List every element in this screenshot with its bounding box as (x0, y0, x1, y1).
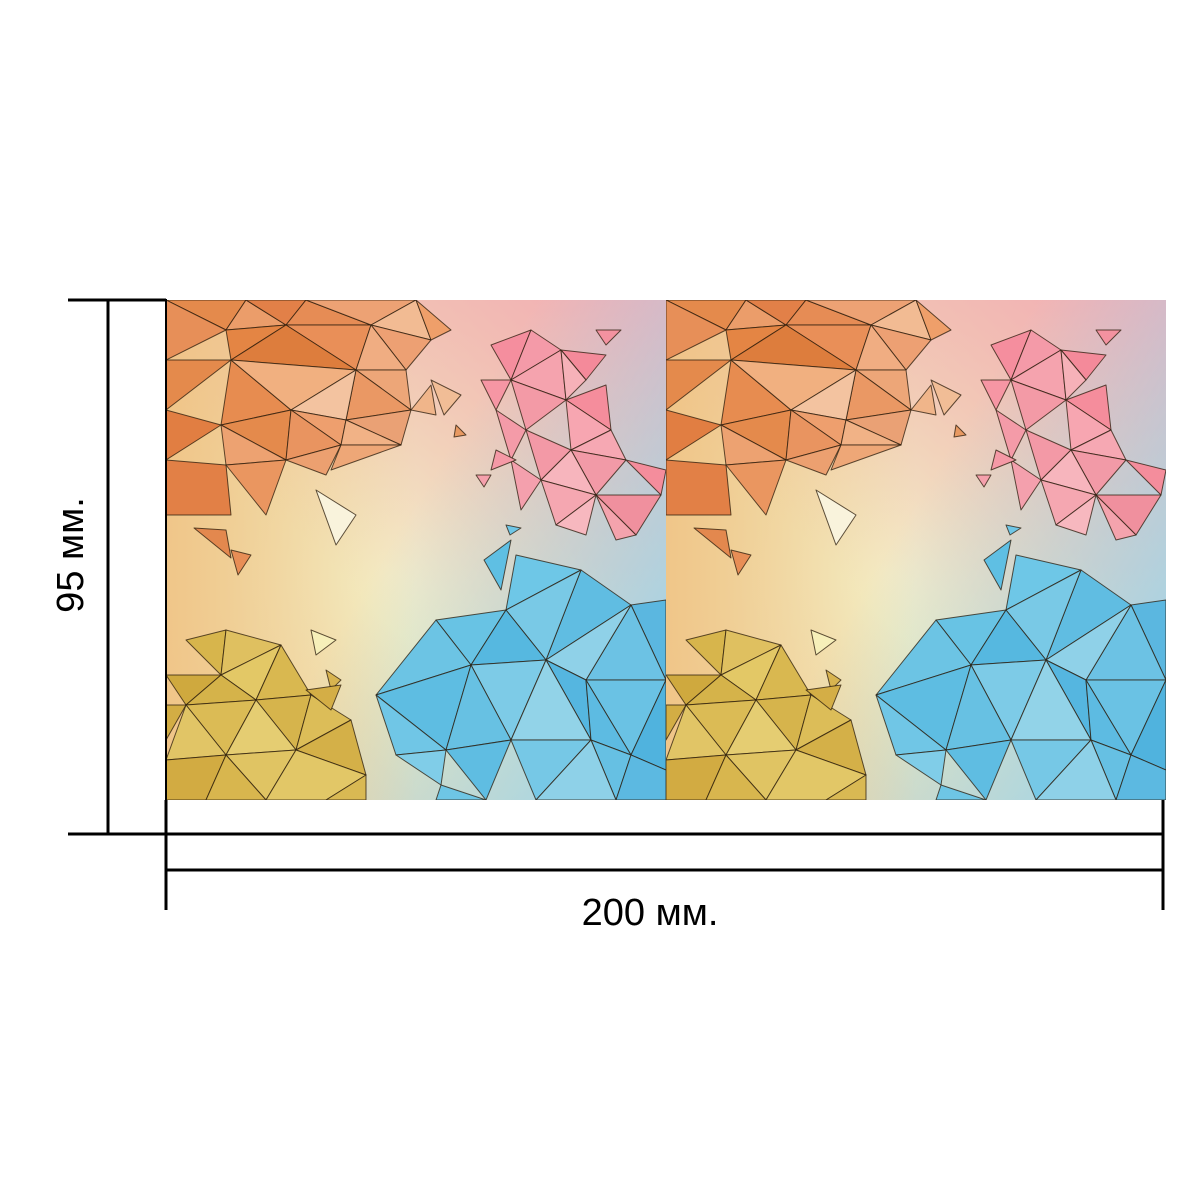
height-dimension: 95 мм. (50, 298, 167, 836)
height-dimension-box (107, 299, 167, 835)
pattern-tile (666, 300, 1166, 800)
height-label: 95 мм. (50, 497, 92, 613)
width-label: 200 мм. (582, 892, 719, 934)
width-dimension: 200 мм. (164, 800, 1165, 934)
print-area (166, 300, 1166, 800)
pattern-tile (166, 300, 666, 800)
